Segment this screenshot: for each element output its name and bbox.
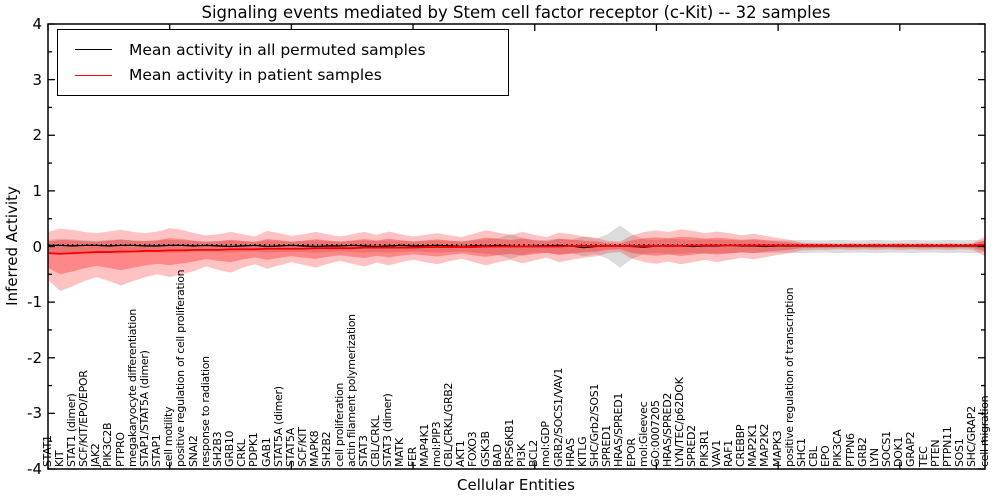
x-tick-label: GRB2 (855, 437, 869, 467)
x-axis-title: Cellular Entities (457, 476, 575, 494)
y-tick-label: 2 (32, 126, 42, 145)
x-tick-label: PIK3CA (831, 429, 845, 468)
x-tick-label: mol:GDP (539, 421, 553, 467)
x-tick-label: PTPRO (113, 432, 127, 467)
x-tick-label: FOXO3 (466, 431, 480, 467)
x-tick-label: GRAP2 (904, 431, 918, 467)
y-tick-label: -1 (27, 293, 42, 312)
x-tick-label: response to radiation (198, 356, 212, 467)
x-tick-label: PDPK1 (247, 432, 261, 467)
x-tick-label: mol:Gleevec (636, 401, 650, 467)
x-tick-label: BAD (490, 444, 504, 467)
x-tick-label: STAT5A (dimer) (271, 386, 285, 467)
x-tick-label: PTPN6 (843, 433, 857, 467)
x-tick-label: HRAS/SPRED1 (612, 392, 626, 467)
x-tick-label: KIT (52, 450, 66, 467)
x-tick-label: SNAI2 (186, 435, 200, 467)
x-tick-label: GAB1 (259, 437, 273, 467)
x-tick-label: STAT1 (40, 435, 54, 467)
legend-item-permuted: Mean activity in all permuted samples (58, 41, 508, 59)
x-tick-label: TEC (916, 446, 930, 467)
legend-label-permuted: Mean activity in all permuted samples (129, 40, 426, 59)
x-tick-label: MAPK3 (770, 430, 784, 467)
x-tick-label: actin filament polymerization (344, 314, 358, 467)
x-tick-label: SH2B2 (320, 431, 334, 467)
chart-title: Signaling events mediated by Stem cell f… (201, 3, 831, 22)
x-tick-label: GSK3B (478, 431, 492, 467)
legend: Mean activity in all permuted samples Me… (57, 29, 509, 96)
x-tick-label: MAP2K2 (758, 423, 772, 467)
x-tick-label: PIK3C2B (101, 422, 115, 467)
x-tick-label: MAP4K1 (417, 423, 431, 467)
legend-item-patient: Mean activity in patient samples (58, 66, 508, 84)
axes-frame (47, 23, 986, 470)
y-tick-label: -3 (27, 404, 42, 423)
y-tick-label: -4 (27, 460, 42, 478)
patient-mean-line (47, 243, 986, 255)
x-tick-label: PIK3R1 (697, 430, 711, 467)
x-tick-label: positive regulation of cell proliferatio… (174, 269, 188, 467)
x-tick-label: megakaryocyte differentiation (125, 308, 139, 467)
x-tick-label: SPRED2 (685, 425, 699, 467)
permuted-line-swatch (75, 49, 112, 51)
patient-line-swatch (75, 74, 112, 76)
patient-band-outer (48, 228, 985, 291)
x-tick-label: HRAS (563, 438, 577, 467)
x-tick-label: positive regulation of transcription (782, 287, 796, 467)
x-tick-label: EPOR (624, 438, 638, 467)
x-tick-label: VAV1 (709, 440, 723, 467)
y-tick-label: 1 (32, 181, 42, 200)
x-tick-label: FER (405, 446, 419, 467)
x-tick-label: cell proliferation (332, 382, 346, 467)
y-tick-label: -2 (27, 348, 42, 367)
x-tick-label: MATK (393, 438, 407, 467)
x-tick-label: GRB2/SOCS1/VAV1 (551, 367, 565, 467)
x-tick-label: PTEN (928, 439, 942, 467)
x-tick-label: SHC/GRAP2 (965, 406, 979, 467)
y-tick-label: 4 (32, 15, 42, 33)
y-tick-label: 0 (32, 237, 42, 256)
y-tick-label: 3 (32, 70, 42, 89)
x-tick-label: cell migration (977, 395, 991, 467)
legend-label-patient: Mean activity in patient samples (129, 66, 382, 85)
